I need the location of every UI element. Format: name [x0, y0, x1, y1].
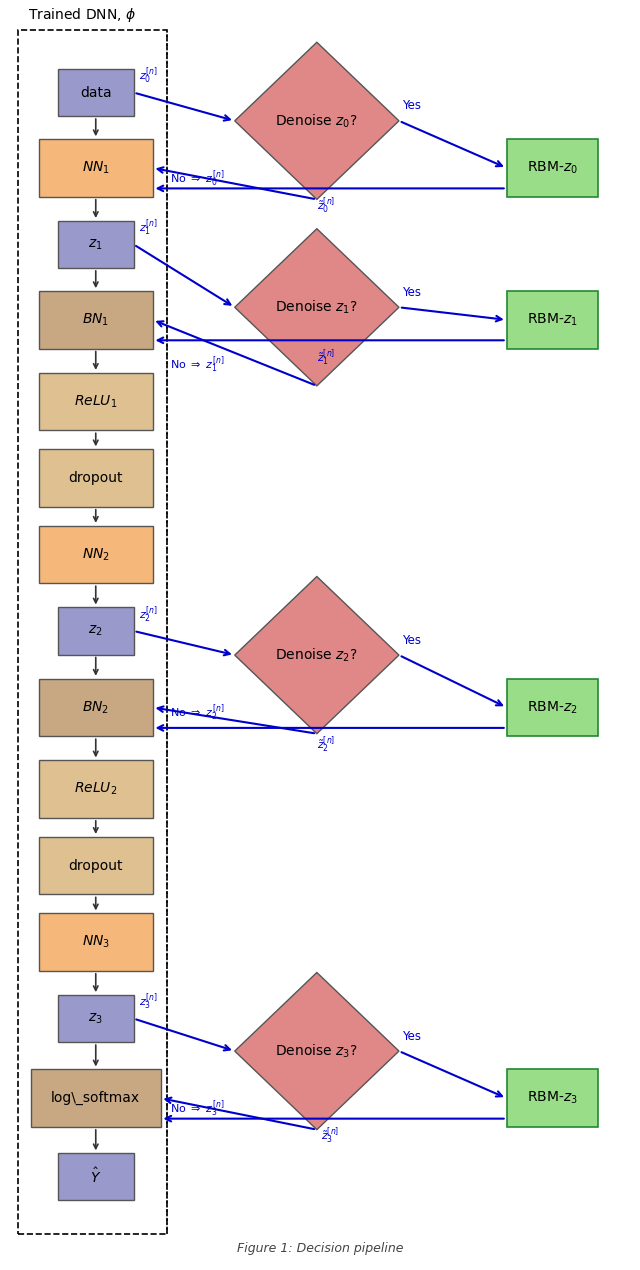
Text: No $\Rightarrow$ $z_0^{[n]}$: No $\Rightarrow$ $z_0^{[n]}$ [170, 168, 225, 189]
FancyBboxPatch shape [39, 450, 152, 507]
Text: Denoise $z_2$?: Denoise $z_2$? [275, 646, 358, 664]
Text: $\tilde{z}_1^{[n]}$: $\tilde{z}_1^{[n]}$ [317, 347, 335, 367]
Text: No $\Rightarrow$ $z_2^{[n]}$: No $\Rightarrow$ $z_2^{[n]}$ [170, 702, 225, 723]
Text: data: data [80, 85, 111, 99]
Text: $BN_2$: $BN_2$ [82, 700, 109, 716]
Text: $z_0^{[n]}$: $z_0^{[n]}$ [139, 66, 157, 86]
FancyBboxPatch shape [39, 837, 152, 894]
Text: Trained DNN, $\phi$: Trained DNN, $\phi$ [28, 6, 136, 24]
Text: $z_2^{[n]}$: $z_2^{[n]}$ [139, 605, 157, 625]
FancyBboxPatch shape [507, 678, 598, 737]
Text: $NN_3$: $NN_3$ [82, 933, 110, 950]
Text: $z_1^{[n]}$: $z_1^{[n]}$ [139, 217, 157, 239]
Text: $z_3$: $z_3$ [88, 1011, 103, 1026]
Text: RBM-$z_2$: RBM-$z_2$ [527, 700, 578, 716]
Text: Denoise $z_1$?: Denoise $z_1$? [275, 298, 358, 316]
Text: dropout: dropout [68, 859, 123, 872]
Text: Denoise $z_3$?: Denoise $z_3$? [275, 1043, 358, 1059]
FancyBboxPatch shape [31, 1069, 161, 1126]
FancyBboxPatch shape [39, 291, 152, 349]
Polygon shape [235, 42, 399, 199]
Text: Figure 1: Decision pipeline: Figure 1: Decision pipeline [237, 1242, 403, 1255]
FancyBboxPatch shape [39, 373, 152, 431]
FancyBboxPatch shape [58, 69, 134, 116]
FancyBboxPatch shape [39, 140, 152, 197]
Text: dropout: dropout [68, 471, 123, 485]
Text: $z_3^{[n]}$: $z_3^{[n]}$ [139, 992, 157, 1012]
Text: $\tilde{z}_3^{[n]}$: $\tilde{z}_3^{[n]}$ [321, 1125, 339, 1146]
Text: $ReLU_1$: $ReLU_1$ [74, 394, 117, 410]
Text: Denoise $z_0$?: Denoise $z_0$? [275, 112, 358, 130]
Text: RBM-$z_3$: RBM-$z_3$ [527, 1090, 578, 1106]
Text: Yes: Yes [402, 99, 421, 113]
Polygon shape [235, 577, 399, 734]
FancyBboxPatch shape [39, 526, 152, 583]
Polygon shape [235, 973, 399, 1129]
Text: $z_1$: $z_1$ [88, 237, 103, 251]
Text: $\tilde{z}_2^{[n]}$: $\tilde{z}_2^{[n]}$ [317, 734, 335, 756]
Text: Yes: Yes [402, 1030, 421, 1043]
FancyBboxPatch shape [39, 678, 152, 737]
FancyBboxPatch shape [58, 221, 134, 268]
FancyBboxPatch shape [507, 140, 598, 197]
Text: RBM-$z_0$: RBM-$z_0$ [527, 160, 578, 177]
FancyBboxPatch shape [507, 1069, 598, 1126]
Text: No $\Rightarrow$ $z_1^{[n]}$: No $\Rightarrow$ $z_1^{[n]}$ [170, 354, 225, 376]
FancyBboxPatch shape [58, 994, 134, 1043]
Text: RBM-$z_1$: RBM-$z_1$ [527, 311, 578, 328]
Text: $BN_1$: $BN_1$ [82, 311, 109, 328]
FancyBboxPatch shape [39, 761, 152, 818]
Polygon shape [235, 229, 399, 386]
Text: $z_2$: $z_2$ [88, 624, 103, 639]
Text: $\tilde{z}_0^{[n]}$: $\tilde{z}_0^{[n]}$ [317, 194, 335, 216]
FancyBboxPatch shape [58, 607, 134, 654]
Text: Yes: Yes [402, 286, 421, 298]
Text: $ReLU_2$: $ReLU_2$ [74, 781, 117, 798]
Text: $NN_2$: $NN_2$ [82, 546, 109, 563]
FancyBboxPatch shape [507, 291, 598, 349]
Text: log\_softmax: log\_softmax [51, 1091, 140, 1105]
FancyBboxPatch shape [39, 913, 152, 972]
Text: Yes: Yes [402, 634, 421, 646]
Text: $\hat{Y}$: $\hat{Y}$ [90, 1167, 102, 1186]
Text: $NN_1$: $NN_1$ [82, 160, 110, 177]
Text: No $\Rightarrow$ $z_3^{[n]}$: No $\Rightarrow$ $z_3^{[n]}$ [170, 1099, 225, 1119]
FancyBboxPatch shape [58, 1153, 134, 1200]
